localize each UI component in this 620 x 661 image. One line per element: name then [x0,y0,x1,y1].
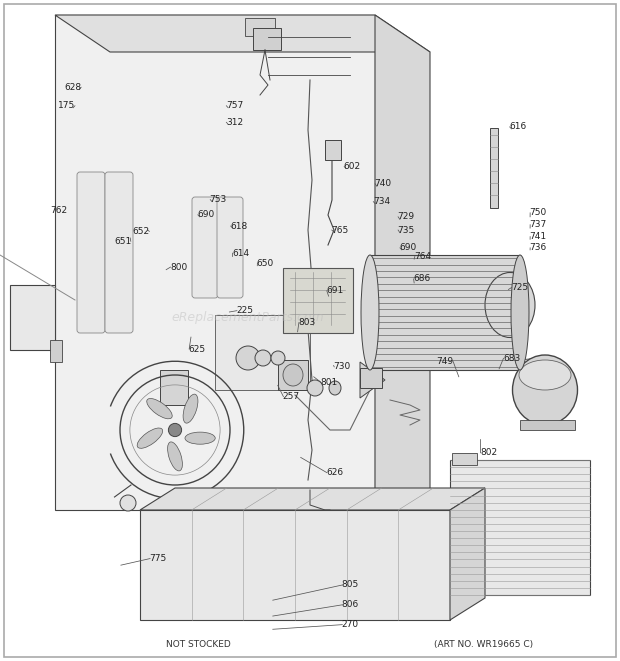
Text: 683: 683 [503,354,520,363]
Text: 270: 270 [342,620,359,629]
Ellipse shape [329,381,341,395]
Text: 691: 691 [326,286,343,295]
Text: 602: 602 [343,162,361,171]
Bar [490,128,498,208]
Circle shape [271,351,285,365]
Text: 734: 734 [373,197,390,206]
Polygon shape [55,15,430,52]
Text: 650: 650 [257,258,274,268]
Bar [50,340,62,362]
Text: 725: 725 [511,283,528,292]
Ellipse shape [147,399,172,419]
Ellipse shape [183,394,198,423]
Polygon shape [10,285,55,350]
Text: 741: 741 [529,232,547,241]
Text: 225: 225 [236,306,254,315]
Text: (ART NO. WR19665 C): (ART NO. WR19665 C) [434,640,533,649]
Text: 735: 735 [397,225,415,235]
Text: 652: 652 [133,227,150,236]
Bar [215,315,310,390]
Bar [283,268,353,333]
Text: 651: 651 [114,237,131,246]
Text: 625: 625 [188,344,206,354]
Ellipse shape [283,364,303,386]
Text: 690: 690 [197,210,215,219]
Bar [520,420,575,430]
Text: 690: 690 [399,243,417,253]
Text: 802: 802 [480,448,497,457]
Bar [160,370,188,405]
Polygon shape [450,488,485,620]
Text: 740: 740 [374,179,392,188]
Bar [278,360,308,390]
FancyBboxPatch shape [77,172,105,333]
Text: 175: 175 [58,101,76,110]
Polygon shape [140,488,485,510]
Bar [452,453,477,465]
Text: 764: 764 [414,252,432,261]
Text: 775: 775 [149,554,167,563]
Ellipse shape [519,360,571,390]
Text: 806: 806 [342,600,359,609]
Text: 762: 762 [50,206,68,215]
Text: 749: 749 [436,357,454,366]
Circle shape [169,424,182,437]
Polygon shape [375,15,430,510]
Text: eReplacementParts.com: eReplacementParts.com [172,311,324,324]
FancyBboxPatch shape [217,197,243,298]
Ellipse shape [485,272,535,338]
Text: 805: 805 [342,580,359,590]
Text: 750: 750 [529,208,547,217]
Text: 628: 628 [64,83,82,92]
Text: 753: 753 [210,195,227,204]
Text: 765: 765 [331,225,348,235]
FancyBboxPatch shape [192,197,218,298]
Bar [360,368,382,388]
Ellipse shape [511,255,529,370]
Circle shape [236,346,260,370]
Text: NOT STOCKED: NOT STOCKED [166,640,231,649]
Ellipse shape [307,380,323,396]
Text: 257: 257 [283,392,300,401]
Text: 616: 616 [509,122,526,132]
Circle shape [120,495,136,511]
Polygon shape [55,15,375,510]
Text: 312: 312 [226,118,243,127]
Text: 801: 801 [320,377,337,387]
Ellipse shape [361,255,379,370]
Ellipse shape [137,428,162,448]
Text: 686: 686 [413,274,430,284]
Bar [253,28,281,50]
FancyBboxPatch shape [105,172,133,333]
Text: 614: 614 [232,249,249,258]
Text: 626: 626 [326,468,343,477]
Bar [370,255,520,370]
Text: 800: 800 [170,262,187,272]
Circle shape [255,350,271,366]
Bar [450,460,590,595]
Polygon shape [140,510,450,620]
Ellipse shape [513,355,577,425]
Text: 803: 803 [298,318,316,327]
Text: 618: 618 [230,221,247,231]
Text: 730: 730 [334,362,351,371]
Text: 736: 736 [529,243,547,253]
Ellipse shape [167,442,182,471]
Text: 757: 757 [226,101,243,110]
Text: 737: 737 [529,220,547,229]
Polygon shape [360,362,385,398]
Ellipse shape [185,432,215,444]
Bar [245,18,275,36]
Text: 729: 729 [397,212,415,221]
Bar [325,140,341,160]
